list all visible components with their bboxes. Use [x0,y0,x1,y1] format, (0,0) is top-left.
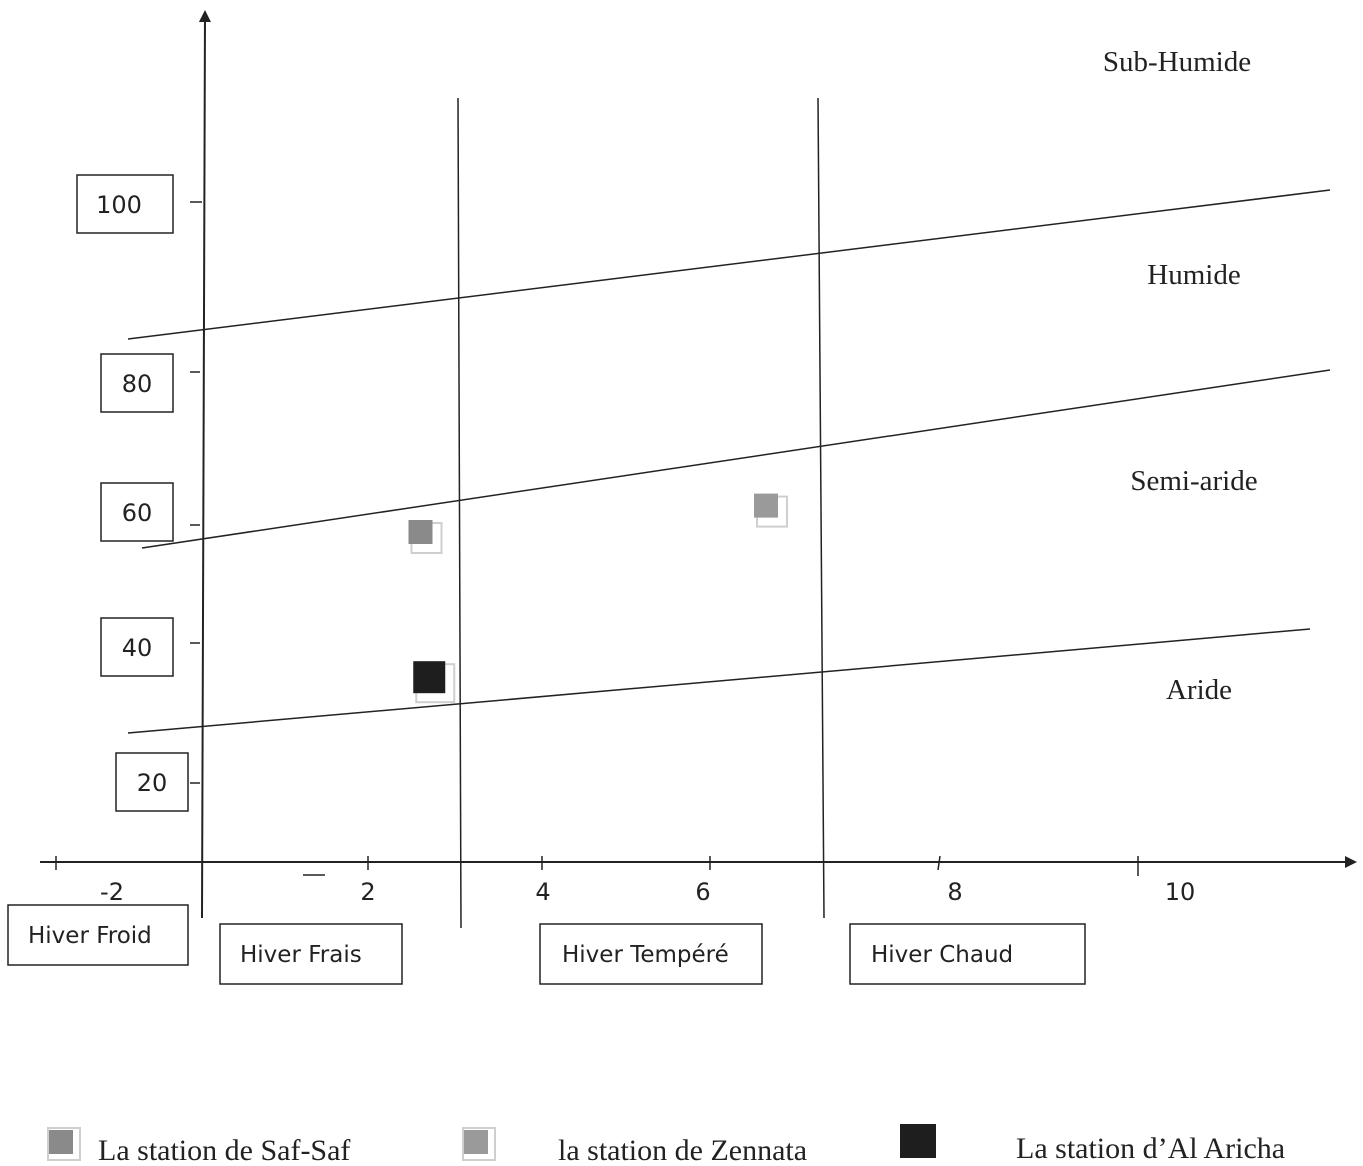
legend-item-al-aricha: La station d’Al Aricha [900,1124,1285,1165]
boundary-subhumide-humide [127,189,1331,340]
x-tick-label: 8 [947,878,962,906]
zone-label: Aride [1166,674,1232,706]
winter-class-box [539,923,763,985]
zone-label: Sub-Humide [1103,46,1251,78]
legend-swatch-fill [464,1130,488,1154]
legend-item-zennata: la station de Zennata [462,1127,807,1166]
boundary-hiver-tempere-chaud [817,97,825,919]
legend-item-saf-saf: La station de Saf-Saf [47,1127,350,1166]
winter-class-label: Hiver Tempéré [562,942,729,968]
x-tick-label: 10 [1165,878,1196,906]
y-tick-box [115,752,189,812]
boundary-semiaride-aride [127,628,1311,734]
legend-swatch-al-aricha [900,1124,936,1158]
winter-class-label: Hiver Chaud [871,942,1013,968]
y-tick-box [76,174,174,234]
legend: La station de Saf-Saf la station de Zenn… [47,1124,1285,1166]
station-markers [408,493,788,704]
boundary-humide-semiaride [141,369,1331,549]
zone-label: Humide [1147,259,1240,291]
y-tick-label: 60 [122,499,153,527]
legend-label: La station de Saf-Saf [98,1134,350,1166]
x-tick-label: 4 [535,878,550,906]
x-tick-label: 2 [360,878,375,906]
y-tick-label: 20 [137,769,168,797]
legend-label: La station d’Al Aricha [1016,1132,1285,1165]
legend-swatch-fill [49,1130,73,1154]
station-marker [413,661,446,694]
winter-class-box [849,923,1086,985]
zone-label: Semi-aride [1130,465,1257,497]
x-tick-label: 6 [695,878,710,906]
y-tick-label: 100 [96,191,142,219]
station-marker [408,520,433,544]
y-tick-box [100,617,174,677]
y-tick-marks [190,201,202,784]
x-tick-marks [55,855,1139,876]
y-tick-box [100,482,174,542]
y-tick-label: 40 [122,634,153,662]
station-marker [754,493,778,518]
y-axis [198,10,211,919]
boundary-hiver-frais-tempere [457,97,462,929]
winter-class-box [219,923,403,985]
winter-class-box [7,904,189,966]
winter-class-label: Hiver Froid [28,923,152,949]
y-tick-box [100,353,174,413]
y-tick-label: 80 [122,370,153,398]
winter-class-label: Hiver Frais [240,942,362,968]
legend-label: la station de Zennata [558,1134,807,1166]
x-tick-label: -2 [100,878,124,906]
